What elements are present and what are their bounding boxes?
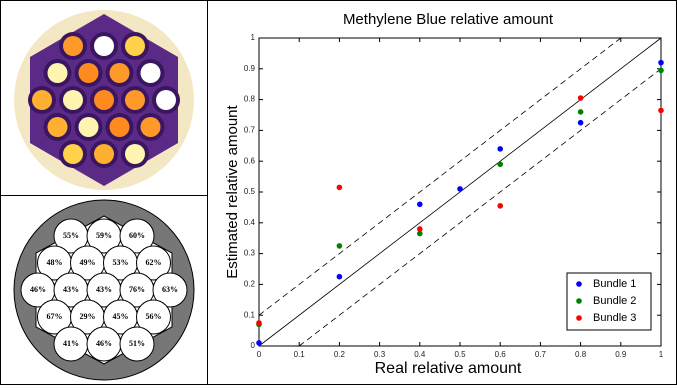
cell-label: 43% <box>63 285 79 294</box>
cell-label: 63% <box>162 285 178 294</box>
fiber <box>32 90 52 110</box>
fiber <box>125 36 145 56</box>
fiber <box>141 63 161 83</box>
point <box>658 108 664 114</box>
fiber <box>63 36 83 56</box>
cell-label: 48% <box>47 258 63 267</box>
fiber <box>94 144 114 164</box>
fiber <box>156 90 176 110</box>
point <box>256 320 262 326</box>
x-tick-label: 0.6 <box>495 350 507 359</box>
point <box>658 60 664 66</box>
cell-label: 76% <box>129 285 145 294</box>
point <box>658 68 664 74</box>
legend-marker <box>576 281 582 287</box>
cell-label: 51% <box>129 339 145 348</box>
y-tick-label: 0.8 <box>244 95 256 104</box>
point <box>578 120 584 126</box>
bundle-diagram: 55% 59% 60% 48% 49% 53% 62% 46% 43% 43% 76% 63% 67% 2… <box>14 200 194 380</box>
cell-label: 46% <box>30 285 46 294</box>
x-tick-label: 0.2 <box>334 350 346 359</box>
cell-label: 43% <box>96 285 112 294</box>
fiber <box>110 117 130 137</box>
y-tick-label: 0.5 <box>244 187 256 196</box>
cell-label: 49% <box>80 258 96 267</box>
fiber <box>94 36 114 56</box>
x-tick-label: 0 <box>257 350 262 359</box>
cell-label: 55% <box>63 231 79 240</box>
x-axis-label: Real relative amount <box>375 360 522 377</box>
y-tick-label: 0.7 <box>244 126 256 135</box>
cell-label: 46% <box>96 339 112 348</box>
x-tick-label: 0.7 <box>535 350 547 359</box>
y-tick-label: 0.4 <box>244 218 256 227</box>
cell-label: 60% <box>129 231 145 240</box>
x-tick-label: 0.1 <box>294 350 306 359</box>
cell-label: 62% <box>146 258 162 267</box>
point <box>497 161 503 167</box>
y-tick-label: 0.3 <box>244 249 256 258</box>
fiber <box>63 90 83 110</box>
fiber <box>94 90 114 110</box>
cell-label: 41% <box>63 339 79 348</box>
y-tick-label: 1 <box>251 33 256 42</box>
y-tick-label: 0.6 <box>244 156 256 165</box>
x-tick-label: 0.8 <box>575 350 587 359</box>
point <box>337 274 343 280</box>
point <box>578 109 584 115</box>
chart-title: Methylene Blue relative amount <box>343 11 554 28</box>
y-tick-label: 0.1 <box>244 310 256 319</box>
point <box>497 146 503 152</box>
x-tick-label: 1 <box>659 350 664 359</box>
cell-label: 53% <box>113 258 129 267</box>
point <box>417 202 423 208</box>
fiber <box>110 63 130 83</box>
cell-label: 56% <box>146 312 162 321</box>
point <box>256 340 262 346</box>
fiber <box>48 117 68 137</box>
legend-label: Bundle 2 <box>593 295 636 307</box>
x-tick-label: 0.9 <box>615 350 627 359</box>
x-tick-label: 0.3 <box>374 350 386 359</box>
cell-label: 59% <box>96 231 112 240</box>
figure: 55% 59% 60% 48% 49% 53% 62% 46% 43% 43% 76% 63% 67% 2… <box>0 0 677 385</box>
point <box>337 243 343 249</box>
x-tick-label: 0.5 <box>454 350 466 359</box>
cell-label: 45% <box>113 312 129 321</box>
cell-label: 29% <box>80 312 96 321</box>
point <box>497 203 503 209</box>
fiber <box>141 117 161 137</box>
cell-label: 67% <box>47 312 63 321</box>
fiber <box>79 63 99 83</box>
fiber <box>125 144 145 164</box>
point <box>337 185 343 191</box>
legend-label: Bundle 1 <box>593 278 636 290</box>
fiber <box>79 117 99 137</box>
legend-label: Bundle 3 <box>593 312 636 324</box>
point <box>457 186 463 192</box>
y-tick-label: 0.9 <box>244 64 256 73</box>
legend-marker <box>576 315 582 321</box>
thermal-image <box>14 10 194 190</box>
point <box>417 226 423 232</box>
fiber <box>48 63 68 83</box>
y-tick-label: 0 <box>251 341 256 350</box>
legend-marker <box>576 298 582 304</box>
fiber <box>63 144 83 164</box>
y-axis-label: Estimated relative amount <box>224 104 241 278</box>
y-tick-label: 0.2 <box>244 280 256 289</box>
x-tick-label: 0.4 <box>414 350 426 359</box>
point <box>578 95 584 101</box>
fiber <box>125 90 145 110</box>
